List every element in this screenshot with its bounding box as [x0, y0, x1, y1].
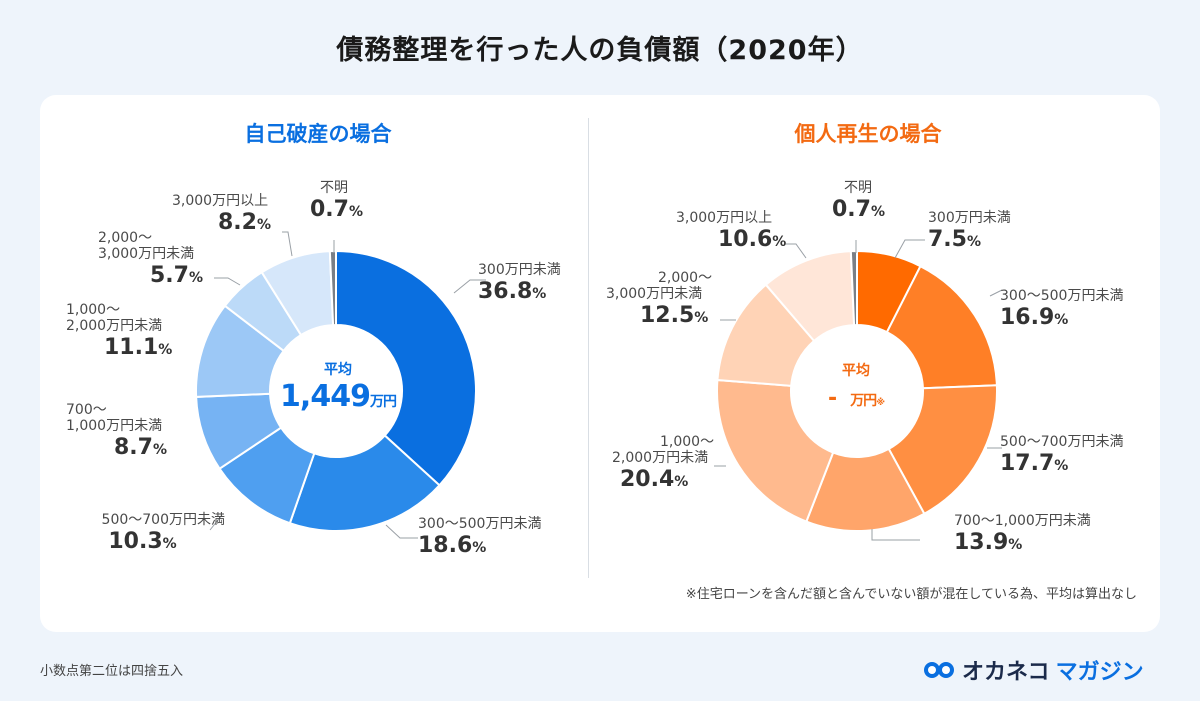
slice-label: 300〜500万円未満 16.9% [1000, 288, 1123, 330]
slice-category: 3,000万円未満 [606, 286, 703, 303]
slice-percent: 5.7% [150, 263, 204, 289]
slice-category: 2,000〜 [658, 270, 713, 286]
leader-line [989, 289, 1003, 297]
slice-label: 3,000万円以上 10.6% [676, 210, 786, 252]
leader-line [209, 514, 223, 531]
slice-label: 2,000〜 3,000万円未満 5.7% [98, 230, 218, 288]
slice-percent: 20.4% [620, 467, 689, 493]
leader-lines [209, 231, 1003, 541]
donut-slice [716, 378, 835, 523]
slice-category: 3,000万円未満 [98, 246, 195, 263]
slice-label: 300万円未満 7.5% [928, 210, 1011, 252]
leader-line [786, 243, 807, 259]
slice-label: 不明 0.7% [832, 180, 885, 222]
slice-category: 1,000万円未満 [66, 418, 163, 435]
slice-percent: 16.9% [1000, 305, 1069, 331]
slice-category: 300〜500万円未満 [1000, 288, 1124, 304]
slice-category: 300万円未満 [928, 210, 1011, 226]
donut-bankruptcy [195, 249, 477, 532]
leader-line [871, 529, 920, 541]
donut-slice [849, 249, 858, 327]
leader-line [282, 231, 293, 257]
chart-title-rehabilitation: 個人再生の場合 [794, 122, 942, 146]
slice-percent: 36.8% [478, 279, 547, 305]
center-value: - 万円※ [828, 386, 885, 411]
slice-category: 不明 [320, 180, 348, 196]
slice-label: 3,000万円以上 8.2% [172, 193, 271, 235]
page-title: 債務整理を行った人の負債額（2020年） [336, 35, 864, 66]
donut-slice [887, 384, 998, 516]
slice-category: 300万円未満 [478, 262, 561, 278]
slice-label: 300万円未満 36.8% [478, 262, 561, 304]
slice-label: 300〜500万円未満 18.6% [418, 516, 541, 558]
slice-category: 1,000〜 [66, 302, 121, 318]
average-note: ※住宅ローンを含んだ額と含んでいない額が混在している為、平均は算出なし [685, 587, 1137, 602]
slice-category: 700〜1,000万円未満 [954, 513, 1091, 529]
slice-category: 3,000万円以上 [172, 193, 269, 209]
slice-category: 1,000〜 [660, 434, 715, 450]
donut-slice [328, 249, 337, 327]
slice-percent: 8.2% [218, 210, 272, 236]
chart-title-bankruptcy: 自己破産の場合 [244, 122, 392, 146]
leader-line [214, 277, 241, 286]
leader-line [453, 279, 486, 294]
slice-category: 500〜700万円未満 [1000, 434, 1124, 450]
slice-label: 1,000〜 2,000万円未満 11.1% [66, 302, 186, 360]
slice-percent: 13.9% [954, 530, 1023, 556]
slice-category: 2,000〜 [98, 230, 153, 246]
slice-category: 2,000万円未満 [612, 450, 709, 467]
slice-percent: 12.5% [640, 303, 709, 329]
center-label: 平均 [842, 363, 870, 379]
donut-slice [885, 264, 998, 390]
slice-label: 不明 0.7% [310, 180, 363, 222]
slice-percent: 10.3% [108, 529, 177, 555]
slice-percent: 17.7% [1000, 451, 1069, 477]
donut-slice [335, 249, 477, 487]
donut-slice [288, 434, 441, 532]
brand-logo: オカネコ マガジン [922, 654, 1144, 686]
slice-percent: 0.7% [832, 197, 886, 223]
slice-percent: 11.1% [104, 335, 173, 361]
slice-label: 1,000〜 2,000万円未満 20.4% [612, 434, 722, 492]
slice-category: 300〜500万円未満 [418, 516, 542, 532]
slice-label: 700〜1,000万円未満 13.9% [954, 513, 1091, 555]
slice-category: 2,000万円未満 [66, 318, 163, 335]
leader-line [385, 524, 418, 539]
cat-eyes-icon [924, 662, 954, 678]
donut-center-rehabilitation: 平均 - 万円※ [796, 360, 916, 411]
slice-category: 3,000万円以上 [676, 210, 773, 226]
donut-center-bankruptcy: 平均 1,449万円 [273, 359, 403, 414]
slice-category: 500〜700万円未満 [101, 512, 225, 528]
slice-label: 500〜700万円未満 17.7% [1000, 434, 1123, 476]
slice-label: 500〜700万円未満 10.3% [60, 512, 225, 554]
slice-percent: 10.6% [718, 227, 787, 253]
slice-percent: 18.6% [418, 533, 487, 559]
slice-percent: 7.5% [928, 227, 982, 253]
slice-category: 不明 [844, 180, 872, 196]
center-value: 1,449万円 [280, 379, 397, 414]
brand-main: オカネコ [962, 660, 1050, 685]
divider [588, 118, 589, 578]
brand-sub: マガジン [1055, 660, 1144, 685]
rounding-footnote: 小数点第二位は四捨五入 [40, 664, 184, 679]
slice-percent: 8.7% [114, 435, 168, 461]
leader-line [894, 239, 925, 259]
donut-rehabilitation [716, 249, 998, 532]
slice-label: 2,000〜 3,000万円未満 12.5% [606, 270, 721, 328]
slice-category: 700〜 [66, 402, 107, 418]
slice-percent: 0.7% [310, 197, 364, 223]
slice-label: 700〜 1,000万円未満 8.7% [66, 402, 186, 460]
center-label: 平均 [324, 362, 352, 378]
